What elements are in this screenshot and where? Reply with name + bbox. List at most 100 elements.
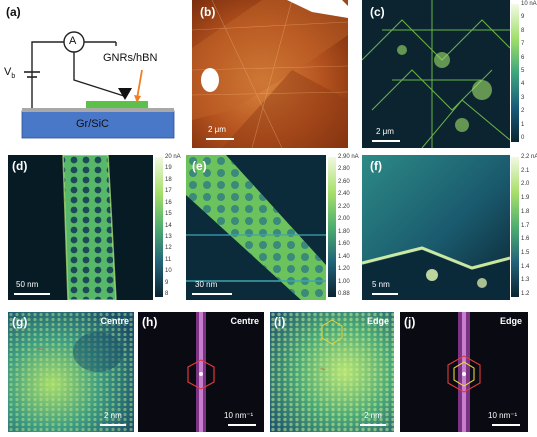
colorbar-tick-label: 9 (521, 14, 525, 21)
panel-h-centre-fft: (h) Centre 10 nm⁻¹ (138, 312, 264, 432)
panel-i-label: (i) (274, 315, 286, 329)
panel-i-tag: Edge (366, 316, 389, 326)
panel-c-current-map: (c) 2 μm (362, 0, 510, 148)
colorbar-tick-label: 1.8 (521, 208, 530, 215)
colorbar-tick-label: 2.1 (521, 167, 530, 174)
scalebar-f-text: 5 nm (372, 280, 390, 289)
colorbar-tick-label: 1.6 (521, 236, 530, 243)
colorbar-tick-label: 1.20 (338, 266, 350, 273)
colorbar-tick-label: 18 (165, 176, 172, 183)
panel-e-label: (e) (192, 159, 207, 173)
colorbar-f (511, 157, 519, 297)
panel-b-label: (b) (200, 5, 216, 19)
ribbon-image-d (8, 155, 153, 300)
colorbar-tick-label: 8 (165, 291, 169, 297)
vb-sub: b (11, 73, 16, 81)
panel-b-topography: (b) 2 μm (192, 0, 348, 148)
colorbar-tick-label: 0.88 (338, 291, 350, 297)
colorbar-e (328, 157, 336, 297)
colorbar-tick-label: 9 (165, 279, 169, 286)
colorbar-tick-label: 1.7 (521, 222, 530, 229)
colorbar-tick-label: 0 (521, 135, 525, 141)
colorbar-c (511, 4, 519, 142)
panel-j-edge-fft: (j) Edge 10 nm⁻¹ (400, 312, 528, 432)
colorbar-tick-label: 1.40 (338, 253, 350, 260)
colorbar-tick-label: 2.90 nA (338, 154, 359, 160)
colorbar-tick-label: 4 (521, 81, 525, 88)
atomic-image-i: ~ (270, 312, 394, 432)
colorbar-tick-label: 7 (521, 41, 525, 48)
colorbar-e-ticks: 2.90 nA 2.80 2.60 2.40 2.20 2.00 1.80 1.60 1.40 1… (338, 154, 362, 297)
current-map-image (362, 0, 510, 148)
panel-f-edge-current: (f) 5 nm (362, 155, 510, 300)
colorbar-tick-label: 2.80 (338, 166, 350, 173)
colorbar-tick-label: 1.4 (521, 263, 530, 270)
scalebar-g-text: 2 nm (104, 411, 122, 420)
colorbar-tick-label: 19 (165, 165, 172, 172)
colorbar-tick-label: 2.2 nA (521, 154, 537, 160)
sample-label: GNRs/hBN (103, 52, 158, 64)
panel-a-label: (a) (6, 5, 21, 19)
scalebar-e-text: 30 nm (195, 280, 218, 289)
colorbar-d (155, 157, 163, 297)
scalebar-i (360, 424, 386, 426)
colorbar-tick-label: 13 (165, 233, 172, 240)
graphene-layer (22, 108, 174, 112)
colorbar-tick-label: 10 (165, 268, 172, 275)
scalebar-j (492, 424, 520, 426)
svg-text:~: ~ (38, 344, 43, 354)
colorbar-tick-label: 2.20 (338, 203, 350, 210)
colorbar-tick-label: 2.40 (338, 191, 350, 198)
scalebar-i-text: 2 nm (364, 411, 382, 420)
bias-voltage-label: Vb (4, 66, 15, 80)
panel-g-tag: Centre (100, 316, 129, 326)
colorbar-tick-label: 1.80 (338, 228, 350, 235)
atomic-image-g: ~ (8, 312, 134, 432)
colorbar-tick-label: 2.00 (338, 216, 350, 223)
colorbar-tick-label: 1.3 (521, 277, 530, 284)
scalebar-g (100, 424, 126, 426)
colorbar-tick-label: 20 nA (165, 154, 181, 160)
panel-i-edge-atomic: ~ (i) Edge 2 nm (270, 312, 394, 432)
colorbar-tick-label: 16 (165, 199, 172, 206)
arrow-icon (136, 69, 143, 100)
substrate-label: Gr/SiC (76, 118, 109, 130)
scalebar-c-text: 2 μm (376, 127, 394, 136)
panel-d-ribbon-current: (d) 50 nm (8, 155, 153, 300)
colorbar-tick-label: 1.00 (338, 278, 350, 285)
panel-h-tag: Centre (230, 316, 259, 326)
panel-g-centre-atomic: ~ (g) Centre 2 nm (8, 312, 134, 432)
colorbar-tick-label: 17 (165, 188, 172, 195)
panel-j-tag: Edge (499, 316, 522, 326)
colorbar-tick-label: 3 (521, 94, 525, 101)
colorbar-tick-label: 1.2 (521, 291, 530, 297)
colorbar-d-ticks: 20 nA 19 18 17 16 15 14 13 12 11 10 9 8 (165, 154, 185, 297)
panel-c-label: (c) (370, 5, 385, 19)
substrate-block (21, 110, 175, 139)
scalebar-d-text: 50 nm (16, 280, 39, 289)
scalebar-e (192, 293, 232, 295)
topography-image (192, 0, 348, 148)
colorbar-tick-label: 2 (521, 108, 525, 115)
scalebar-d (14, 293, 50, 295)
colorbar-tick-label: 10 nA (521, 1, 537, 7)
cantilever-line (73, 52, 125, 97)
colorbar-f-ticks: 2.2 nA 2.1 2.0 1.9 1.8 1.7 1.6 1.5 1.4 1.3 1.2 (521, 154, 537, 297)
colorbar-c-ticks: 10 nA 9 8 7 6 5 4 3 2 1 0 (521, 1, 537, 141)
colorbar-tick-label: 1.9 (521, 195, 530, 202)
colorbar-tick-label: 11 (165, 256, 172, 263)
colorbar-tick-label: 2.0 (521, 181, 530, 188)
colorbar-tick-label: 1.5 (521, 249, 530, 256)
colorbar-tick-label: 2.60 (338, 178, 350, 185)
panel-a-schematic: (a) A Vb GNRs/hBN Gr/SiC (0, 0, 180, 148)
vb-main: V (4, 66, 12, 78)
colorbar-tick-label: 1 (521, 121, 525, 128)
tip-icon (118, 88, 132, 100)
panel-g-label: (g) (12, 315, 28, 329)
scalebar-f (372, 293, 398, 295)
gnr-sample-strip (86, 101, 148, 108)
ribbon-image-e (186, 155, 326, 300)
ammeter-label: A (69, 35, 77, 47)
scalebar-b (206, 138, 234, 140)
scalebar-b-text: 2 μm (208, 125, 226, 134)
